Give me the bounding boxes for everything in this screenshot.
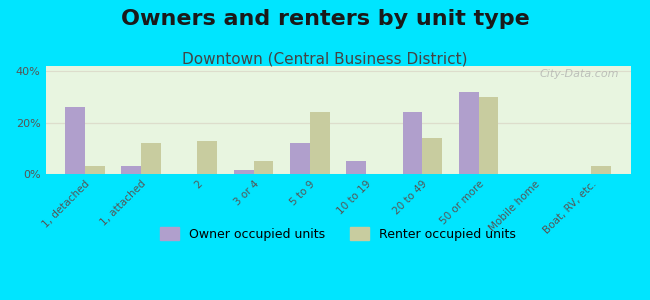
Text: Downtown (Central Business District): Downtown (Central Business District) — [182, 51, 468, 66]
Bar — [254, 161, 273, 174]
Bar — [290, 143, 310, 174]
Bar — [198, 141, 217, 174]
Bar — [234, 170, 254, 174]
Bar — [65, 107, 85, 174]
Bar — [459, 92, 478, 174]
Text: City-Data.com: City-Data.com — [540, 69, 619, 79]
Bar — [141, 143, 161, 174]
Bar — [403, 112, 422, 174]
Bar — [85, 166, 105, 174]
Bar — [478, 97, 499, 174]
Bar — [346, 161, 366, 174]
Bar — [422, 138, 442, 174]
Bar — [122, 166, 141, 174]
Bar — [310, 112, 330, 174]
Bar — [591, 166, 611, 174]
Legend: Owner occupied units, Renter occupied units: Owner occupied units, Renter occupied un… — [155, 222, 521, 245]
Text: Owners and renters by unit type: Owners and renters by unit type — [121, 9, 529, 29]
